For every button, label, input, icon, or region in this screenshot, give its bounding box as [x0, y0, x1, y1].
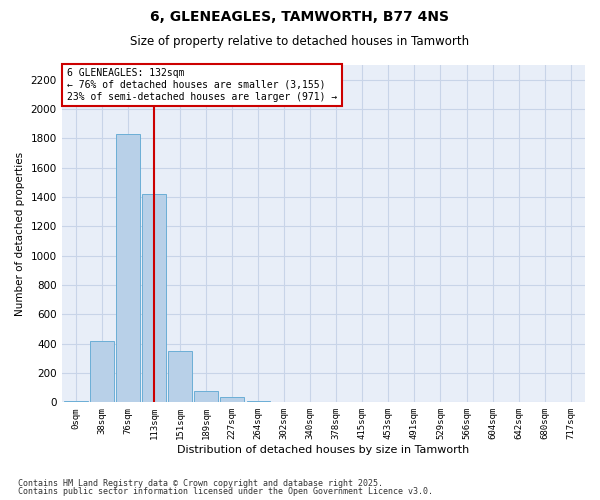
Text: Contains HM Land Registry data © Crown copyright and database right 2025.: Contains HM Land Registry data © Crown c…	[18, 478, 383, 488]
Text: Size of property relative to detached houses in Tamworth: Size of property relative to detached ho…	[130, 35, 470, 48]
Text: Contains public sector information licensed under the Open Government Licence v3: Contains public sector information licen…	[18, 487, 433, 496]
Bar	[247, 401, 270, 402]
Bar	[194, 390, 218, 402]
Bar	[116, 134, 140, 402]
Bar	[91, 340, 114, 402]
Bar	[64, 401, 88, 402]
Text: 6, GLENEAGLES, TAMWORTH, B77 4NS: 6, GLENEAGLES, TAMWORTH, B77 4NS	[151, 10, 449, 24]
X-axis label: Distribution of detached houses by size in Tamworth: Distribution of detached houses by size …	[177, 445, 469, 455]
Text: 6 GLENEAGLES: 132sqm
← 76% of detached houses are smaller (3,155)
23% of semi-de: 6 GLENEAGLES: 132sqm ← 76% of detached h…	[67, 68, 337, 102]
Y-axis label: Number of detached properties: Number of detached properties	[15, 152, 25, 316]
Bar	[220, 397, 244, 402]
Bar	[169, 351, 192, 403]
Bar	[142, 194, 166, 402]
